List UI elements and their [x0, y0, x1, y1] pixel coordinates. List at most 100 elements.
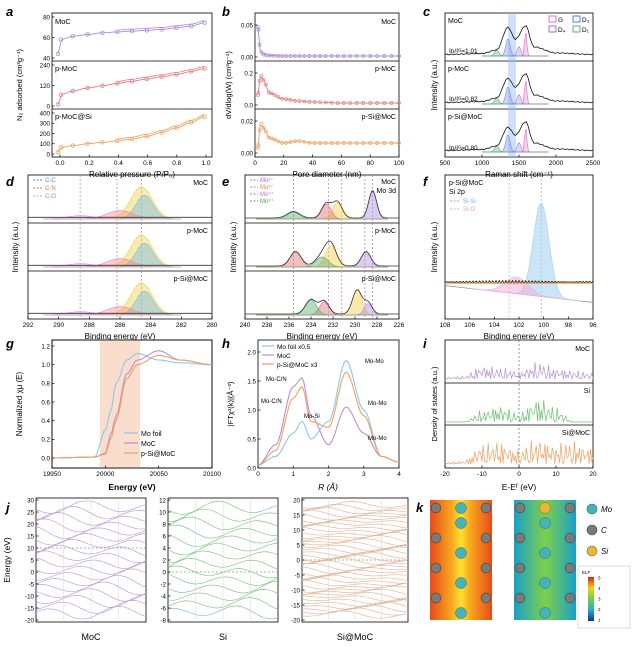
- data-point: [70, 143, 75, 148]
- data-point: [361, 54, 366, 58]
- data-point: [257, 42, 262, 47]
- data-point: [276, 139, 281, 144]
- panel-letter-c: c: [423, 4, 431, 19]
- data-point: [288, 140, 293, 144]
- panel-i-sub1-label: MoC: [575, 346, 590, 353]
- a-tick-label: 400: [40, 110, 51, 117]
- j-tick-label: 4: [163, 545, 167, 552]
- panel-letter-j: j: [4, 500, 10, 515]
- panel-a-sub2-label: p-MoC: [55, 64, 78, 73]
- data-point: [312, 54, 317, 58]
- x-tick-label: 100: [394, 160, 405, 167]
- data-point: [382, 101, 387, 105]
- panel-d-curves: [28, 175, 212, 319]
- fit-peak: [482, 49, 549, 57]
- x-tick-label: 0.6: [143, 160, 152, 167]
- mo-atom: [539, 607, 551, 619]
- data-point: [307, 100, 312, 104]
- panel-a-sub3-label: p-MoC@Si: [55, 112, 92, 121]
- panel-e-sub3-label: p-Si@MoC: [362, 276, 396, 283]
- data-point: [361, 101, 366, 105]
- x-tick-label: 3: [362, 471, 366, 478]
- data-point: [273, 93, 277, 97]
- x-tick-label: 1000: [475, 160, 490, 167]
- data-point: [348, 141, 352, 145]
- panel-d-xlabel: Binding energy (eV): [85, 332, 156, 341]
- data-point: [335, 54, 340, 58]
- panel-g-yticks: 0.0 0.2 0.4 0.6 0.8 1.0 1.2: [41, 343, 55, 462]
- data-point: [259, 50, 264, 55]
- j-tick-label: 0: [297, 557, 301, 564]
- mo-atom: [539, 517, 551, 529]
- b-tick-label: 0.02: [241, 118, 254, 125]
- series-line-p-Si@MoC: [52, 354, 213, 459]
- panel-d-sub3-label: p-Si@MoC: [174, 276, 208, 283]
- data-point: [280, 54, 285, 58]
- panel-c-curves: [444, 25, 594, 153]
- data-point: [329, 141, 334, 145]
- panel-letter-i: i: [423, 336, 427, 351]
- colorbar-tick-label: 5: [598, 576, 601, 581]
- desorption-line: [117, 66, 205, 82]
- series-line-p-Si@MoC: [245, 289, 399, 315]
- series-line-p-Si@MoC x3: [257, 371, 400, 466]
- a-tick-label: 300: [40, 121, 51, 128]
- g-tick-label: 0.4: [41, 418, 50, 425]
- data-point: [58, 37, 64, 42]
- fit-peak: [256, 299, 388, 316]
- series-line-MoC: [257, 26, 399, 57]
- panel-k-legend-0: Mo: [601, 505, 613, 514]
- data-point: [114, 138, 120, 144]
- panel-e-sub2-label: p-MoC: [375, 228, 396, 235]
- panel-j: -20-15-10-5051015202530-8-6-4-2024681012…: [2, 497, 409, 642]
- data-point: [85, 85, 90, 91]
- c-atom: [564, 532, 576, 544]
- data-point: [341, 141, 346, 145]
- c-atom: [480, 562, 492, 574]
- panel-d-legend: C-C C-N C-O: [33, 178, 56, 200]
- panel-h-legend: Mo foil x0.5 MoC p-Si@MoC x3: [262, 344, 318, 369]
- c-atom: [480, 532, 492, 544]
- panel-h-annot-1: Mo-C/N: [261, 399, 282, 405]
- panel-i-ylabel: Density of states (a.u.): [430, 366, 439, 442]
- panel-h-annot-5: Mo-Mo: [368, 436, 387, 442]
- fit-peak: [482, 145, 549, 153]
- panel-b-xticks: 0 20 40 60 80 100: [253, 154, 405, 167]
- fit-peak: [256, 211, 388, 220]
- panel-f-title2: Si 2p: [449, 189, 465, 196]
- j-tick-label: -5: [28, 581, 34, 588]
- panel-i-xlabel: E-Eᶠ (eV): [502, 482, 537, 492]
- j-tick-label: -4: [160, 593, 166, 600]
- panel-i: MoC Si Si@MoC -20 -10 0 10 20 E-Eᶠ (eV) Dens…: [430, 339, 597, 492]
- x-tick-label: -10: [477, 471, 487, 478]
- b-tick-label: 0.00: [241, 150, 254, 157]
- x-tick-label: 106: [464, 322, 475, 329]
- panel-b-sub1-label: MoC: [381, 19, 396, 26]
- x-tick-label: 286: [115, 322, 126, 329]
- g-tick-label: 0.0: [41, 455, 50, 462]
- panel-c-ylabel: Intensity (a.u.): [430, 59, 439, 110]
- a-tick-label: 0: [47, 151, 51, 158]
- h-tick-label: 2.0: [247, 349, 256, 356]
- series-line-MoC: [57, 22, 205, 54]
- series-line-MoC: [257, 377, 400, 466]
- panel-c-d-band-highlight: [508, 13, 516, 157]
- series-line-p-MoC: [257, 75, 399, 104]
- panel-b-xlabel: Pore diameter (nm): [293, 170, 362, 179]
- panel-f-title1: p-Si@MoC: [449, 180, 483, 187]
- panel-e-note: Mo 3d: [377, 188, 397, 195]
- j-tick-label: -10: [291, 587, 301, 594]
- data-point: [329, 100, 334, 105]
- data-point: [280, 96, 285, 101]
- data-point: [70, 33, 75, 39]
- x-tick-label: 1: [291, 471, 295, 478]
- c-atom: [480, 592, 492, 604]
- c-atom: [430, 532, 442, 544]
- data-point: [55, 51, 61, 56]
- data-point: [318, 141, 323, 145]
- j-tick-label: 6: [163, 533, 167, 540]
- j-tick-label: 10: [293, 527, 300, 534]
- series-line-p-MoC: [245, 240, 399, 267]
- data-point: [256, 28, 261, 32]
- panel-k-atoms: [430, 502, 576, 619]
